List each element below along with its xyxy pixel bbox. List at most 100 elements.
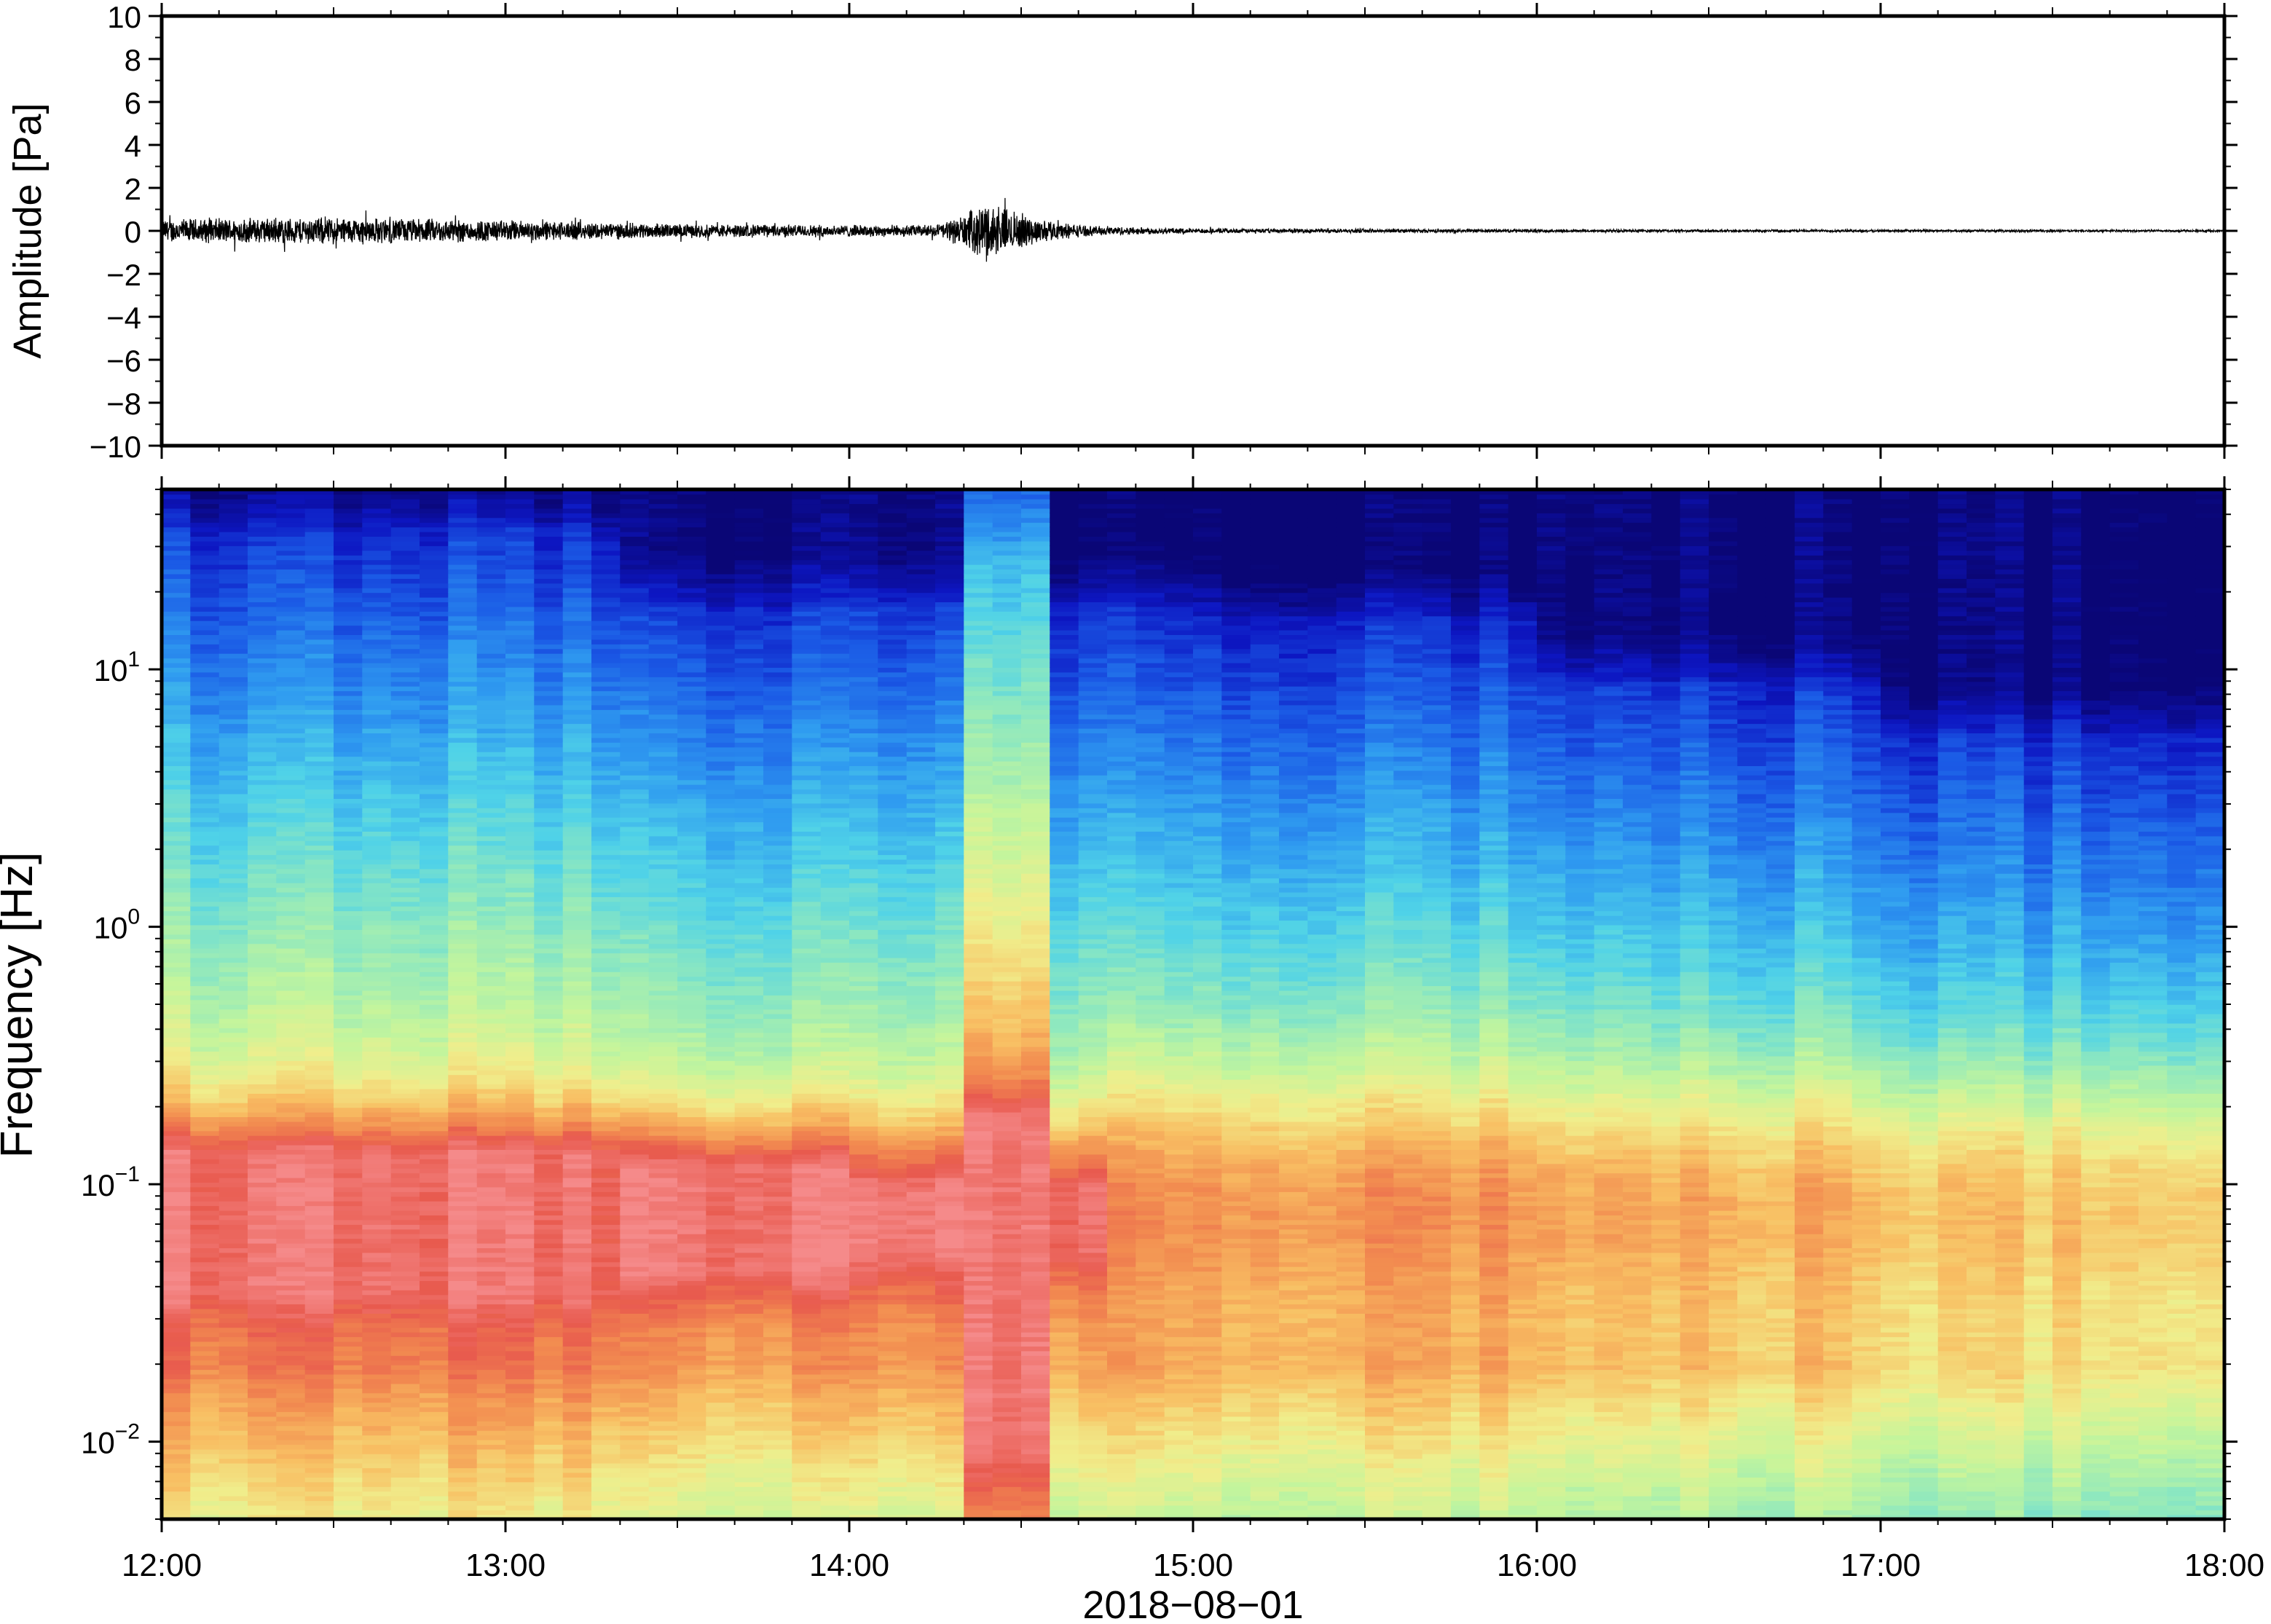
spectrogram-cell — [448, 1107, 478, 1113]
spectrogram-cell — [162, 1135, 192, 1141]
spectrogram-cell — [304, 999, 334, 1005]
spectrogram-cell — [763, 658, 793, 663]
spectrogram-cell — [162, 906, 192, 912]
spectrogram-cell — [476, 1491, 506, 1497]
spectrogram-cell — [677, 1018, 707, 1024]
spectrogram-cell — [276, 1121, 306, 1127]
spectrogram-cell — [648, 714, 678, 720]
spectrogram-cell — [219, 644, 248, 650]
spectrogram-cell — [190, 1224, 220, 1230]
spectrogram-cell — [334, 920, 363, 926]
spectrogram-cell — [591, 966, 621, 972]
spectrogram-cell — [448, 733, 478, 738]
spectrogram-cell — [219, 629, 248, 635]
spectrogram-cell — [677, 1275, 707, 1281]
spectrogram-cell — [476, 873, 506, 879]
spectrogram-cell — [505, 784, 535, 790]
spectrogram-cell — [248, 1290, 278, 1296]
spectrogram-cell — [248, 1055, 278, 1061]
spectrogram-cell — [304, 966, 334, 972]
spectrogram-cell — [334, 1425, 363, 1431]
spectrogram-cell — [534, 634, 564, 640]
spectrogram-cell — [620, 677, 650, 682]
spectrogram-cell — [505, 1290, 535, 1296]
spectrogram-cell — [190, 1495, 220, 1502]
spectrogram-cell — [248, 789, 278, 795]
spectrogram-cell — [420, 625, 449, 631]
spectrogram-cell — [162, 1323, 192, 1328]
spectrogram-cell — [190, 1168, 220, 1174]
spectrogram-cell — [591, 1462, 621, 1469]
spectrogram-cell — [362, 873, 392, 879]
spectrogram-cell — [562, 784, 592, 790]
spectrogram-cell — [505, 527, 535, 532]
spectrogram-cell — [648, 737, 678, 743]
spectrogram-cell — [620, 1144, 650, 1150]
spectrogram-cell — [304, 1406, 334, 1412]
spectrogram-cell — [562, 854, 592, 860]
spectrogram-cell — [562, 1448, 592, 1454]
spectrogram-cell — [505, 1088, 535, 1094]
spectrogram-cell — [734, 1172, 764, 1178]
spectrogram-cell — [219, 1430, 248, 1436]
spectrogram-cell — [591, 695, 621, 701]
spectrogram-cell — [390, 854, 420, 860]
spectrogram-cell — [677, 671, 707, 677]
spectrogram-cell — [334, 1271, 363, 1277]
spectrogram-cell — [620, 1280, 650, 1286]
spectrogram-cell — [591, 1032, 621, 1038]
spectrogram-cell — [162, 1266, 192, 1272]
spectrogram-cell — [219, 1126, 248, 1132]
spectrogram-cell — [276, 746, 306, 752]
spectrogram-cell — [420, 1028, 449, 1033]
spectrogram-cell — [248, 1028, 278, 1033]
spectrogram-cell — [763, 962, 793, 968]
spectrogram-cell — [162, 765, 192, 771]
spectrogram-cell — [420, 1481, 449, 1487]
spectrogram-cell — [620, 995, 650, 1001]
spectrogram-cell — [562, 1373, 592, 1379]
spectrogram-cell — [763, 1233, 793, 1239]
spectrogram-cell — [562, 985, 592, 991]
spectrogram-cell — [248, 1037, 278, 1043]
spectrogram-cell — [476, 611, 506, 617]
spectrogram-cell — [677, 864, 707, 870]
spectrogram-cell — [734, 671, 764, 677]
spectrogram-cell — [591, 1285, 621, 1290]
spectrogram-cell — [448, 816, 478, 823]
spectrogram-cell — [534, 690, 564, 696]
spectrogram-cell — [534, 569, 564, 575]
spectrogram-cell — [648, 845, 678, 851]
spectrogram-cell — [505, 611, 535, 617]
spectrogram-cell — [734, 1004, 764, 1010]
spectrogram-cell — [304, 765, 334, 771]
spectrogram-cell — [706, 545, 736, 551]
spectrogram-cell — [276, 779, 306, 785]
spectrogram-cell — [162, 934, 192, 939]
spectrogram-cell — [334, 1379, 363, 1384]
spectrogram-cell — [362, 1439, 392, 1445]
spectrogram-cell — [162, 1313, 192, 1319]
spectrogram-cell — [276, 564, 306, 569]
spectrogram-cell — [620, 1336, 650, 1342]
spectrogram-cell — [562, 1144, 592, 1150]
spectrogram-cell — [162, 1294, 192, 1300]
spectrogram-cell — [190, 1383, 220, 1389]
spectrogram-cell — [792, 1505, 822, 1510]
spectrogram-cell — [476, 849, 506, 856]
spectrogram-cell — [505, 1430, 535, 1436]
spectrogram-cell — [677, 868, 707, 874]
spectrogram-cell — [190, 808, 220, 813]
spectrogram-cell — [763, 1018, 793, 1024]
spectrogram-cell — [390, 812, 420, 818]
spectrogram-cell — [248, 1444, 278, 1450]
spectrogram-cell — [334, 1477, 363, 1483]
spectrogram-cell — [591, 564, 621, 569]
spectrogram-cell — [362, 775, 392, 781]
spectrogram-cell — [648, 1200, 678, 1207]
spectrogram-cell — [677, 1294, 707, 1300]
spectrogram-cell — [162, 1350, 192, 1356]
spectrogram-cell — [648, 1257, 678, 1263]
spectrogram-cell — [706, 803, 736, 808]
spectrogram-cell — [304, 1327, 334, 1333]
